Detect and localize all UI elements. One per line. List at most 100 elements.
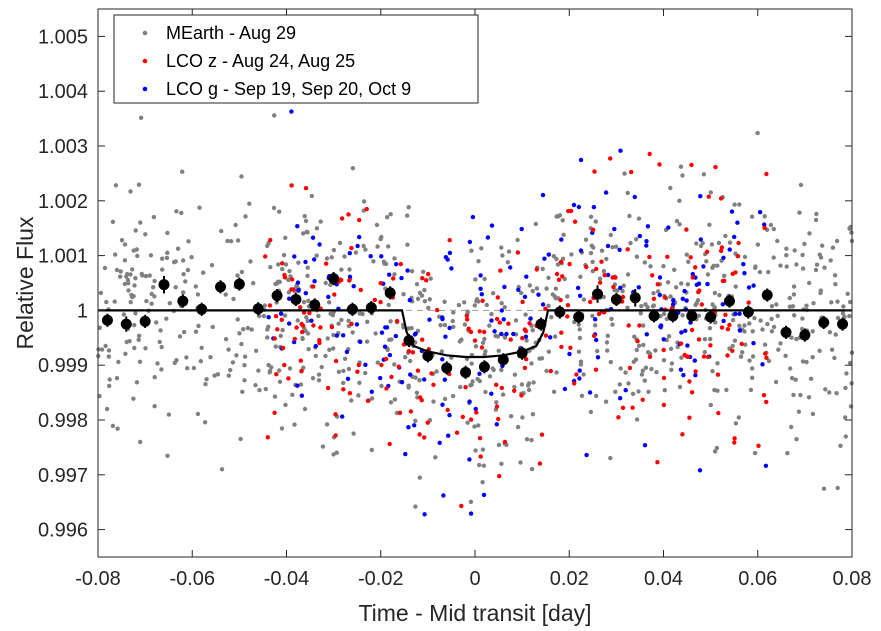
data-point: [347, 391, 353, 396]
data-point: [136, 333, 142, 338]
data-point: [635, 339, 640, 344]
data-point: [154, 320, 159, 325]
data-point: [356, 362, 361, 368]
data-point: [408, 372, 413, 377]
data-point: [234, 353, 239, 358]
data-point: [748, 387, 754, 393]
data-point: [571, 202, 577, 208]
data-point: [730, 343, 735, 349]
data-point: [313, 343, 318, 349]
data-point: [324, 422, 330, 427]
data-point: [341, 333, 346, 338]
data-point: [658, 324, 663, 329]
data-point: [753, 264, 758, 269]
data-point: [495, 295, 500, 300]
data-point: [605, 333, 610, 338]
data-point: [623, 370, 628, 375]
data-point: [406, 349, 412, 354]
data-point: [554, 256, 559, 262]
data-point: [287, 296, 292, 301]
data-point: [473, 277, 478, 282]
data-point: [715, 372, 721, 377]
data-point: [478, 454, 483, 459]
data-point: [118, 274, 123, 279]
data-point: [306, 347, 311, 352]
data-point: [136, 337, 141, 342]
data-point: [697, 288, 702, 293]
data-point: [791, 392, 796, 398]
data-point: [332, 292, 337, 297]
data-point: [820, 243, 825, 248]
data-point: [124, 274, 129, 279]
data-point: [581, 372, 586, 377]
data-point: [462, 322, 468, 327]
data-point: [644, 243, 649, 248]
data-point: [277, 279, 282, 285]
data-point: [551, 389, 557, 394]
data-point: [298, 358, 303, 363]
data-point: [565, 303, 571, 308]
data-point: [383, 356, 389, 362]
data-point: [546, 252, 551, 257]
data-point: [226, 373, 231, 378]
data-point: [618, 366, 623, 371]
data-point: [135, 253, 140, 259]
data-point: [823, 387, 828, 392]
data-point: [317, 338, 322, 343]
data-point: [528, 316, 533, 321]
data-point: [723, 312, 728, 317]
data-point: [587, 390, 593, 395]
binned-point: [592, 288, 604, 300]
data-point: [346, 366, 352, 372]
data-point: [822, 265, 827, 270]
data-point: [654, 370, 659, 375]
data-point: [157, 339, 162, 345]
data-point: [212, 373, 217, 378]
data-point: [323, 353, 328, 359]
data-point: [468, 329, 474, 335]
data-point: [537, 461, 543, 466]
data-point: [645, 304, 650, 310]
data-point: [417, 432, 422, 437]
data-point: [543, 306, 548, 311]
data-point: [403, 451, 408, 457]
data-point: [494, 316, 500, 322]
data-point: [804, 359, 809, 365]
data-point: [283, 262, 289, 267]
data-point: [286, 290, 292, 295]
data-point: [312, 257, 317, 262]
data-point: [764, 355, 769, 360]
data-point: [817, 252, 822, 257]
data-point: [351, 284, 356, 289]
data-point: [677, 384, 683, 390]
data-point: [483, 389, 488, 395]
data-point: [501, 317, 506, 322]
data-point: [406, 425, 411, 430]
data-point: [243, 214, 248, 219]
data-point: [611, 284, 616, 290]
data-point: [737, 323, 742, 328]
data-point: [599, 259, 604, 264]
data-point: [599, 248, 605, 253]
data-point: [228, 367, 233, 373]
data-point: [746, 285, 752, 290]
data-point: [245, 325, 251, 331]
data-point: [469, 248, 474, 253]
binned-point: [648, 310, 660, 322]
data-point: [296, 260, 301, 265]
data-point: [685, 343, 690, 348]
data-point: [422, 287, 427, 293]
data-point: [603, 399, 609, 404]
data-point: [502, 439, 508, 445]
data-point: [450, 393, 456, 399]
data-point: [439, 349, 444, 354]
x-tick-label: -0.04: [264, 568, 310, 590]
binned-point: [196, 303, 208, 315]
data-point: [275, 327, 280, 332]
data-point: [198, 359, 203, 364]
data-point: [204, 377, 209, 382]
data-point: [191, 365, 197, 371]
data-point: [468, 417, 474, 422]
data-point: [701, 264, 706, 269]
data-point: [445, 407, 450, 413]
